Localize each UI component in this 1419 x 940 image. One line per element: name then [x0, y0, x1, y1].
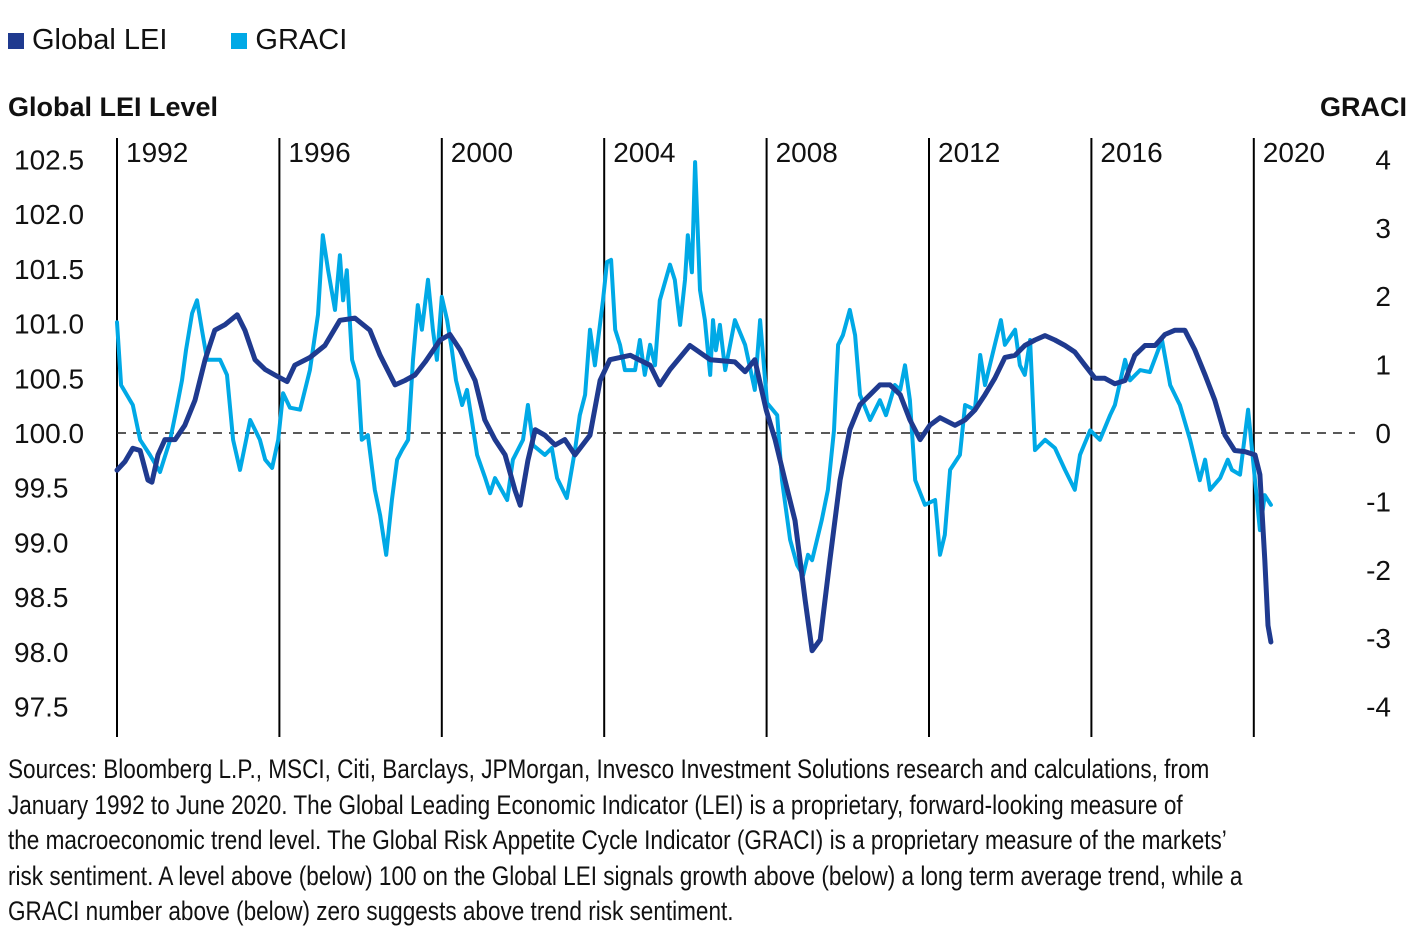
- legend-swatch-graci: [231, 32, 248, 49]
- footnote-line: Sources: Bloomberg L.P., MSCI, Citi, Bar…: [8, 754, 1210, 784]
- year-marker-label: 2016: [1100, 137, 1162, 168]
- left-tick-label: 101.5: [14, 254, 84, 285]
- left-tick-label: 99.5: [14, 473, 69, 504]
- legend-item-graci: GRACI: [231, 24, 347, 57]
- series-line-global-lei: [114, 312, 1274, 654]
- left-tick-label: 100.0: [14, 418, 84, 449]
- year-marker-label: 1996: [288, 137, 350, 168]
- footnote-line: January 1992 to June 2020. The Global Le…: [8, 789, 1183, 820]
- right-tick-label: 0: [1375, 418, 1391, 449]
- chart-legend: Global LEI GRACI: [8, 24, 347, 57]
- left-tick-label: 101.0: [14, 309, 84, 340]
- legend-label: Global LEI: [32, 24, 168, 56]
- left-tick-label: 102.5: [14, 145, 84, 176]
- right-axis-title: GRACI: [1320, 92, 1407, 122]
- footnote-line: the macroeconomic trend level. The Globa…: [8, 825, 1227, 855]
- legend-swatch-lei: [8, 32, 24, 49]
- legend-item-global-lei: Global LEI: [8, 24, 167, 57]
- left-tick-label: 102.0: [14, 199, 84, 230]
- left-tick-label: 100.5: [14, 363, 84, 394]
- right-tick-label: 3: [1375, 213, 1391, 244]
- right-tick-label: 4: [1375, 144, 1391, 175]
- left-axis-title: Global LEI Level: [8, 92, 219, 122]
- right-tick-label: -1: [1366, 486, 1391, 517]
- year-marker-label: 1992: [126, 137, 188, 168]
- left-tick-label: 99.0: [14, 527, 69, 558]
- year-marker-label: 2020: [1263, 137, 1325, 168]
- right-tick-label: -3: [1366, 623, 1391, 654]
- left-tick-label: 98.5: [14, 582, 69, 613]
- footnote: Sources: Bloomberg L.P., MSCI, Citi, Bar…: [8, 752, 1419, 930]
- year-marker-label: 2008: [776, 137, 838, 168]
- footnote-line: GRACI number above (below) zero suggests…: [8, 896, 734, 926]
- year-marker-label: 2000: [451, 137, 513, 168]
- chart-plot: 1992 1996 2000 2004 2008 2012 2016 2020102.5102…: [14, 137, 1391, 737]
- series-line-graci: [115, 160, 1273, 578]
- right-tick-label: 1: [1375, 350, 1391, 381]
- left-tick-label: 98.0: [14, 637, 69, 668]
- right-tick-label: 2: [1375, 281, 1391, 312]
- footnote-line: risk sentiment. A level above (below) 10…: [8, 860, 1243, 891]
- right-tick-label: -2: [1366, 555, 1391, 586]
- right-tick-label: -4: [1366, 692, 1391, 723]
- year-marker-label: 2004: [613, 137, 675, 168]
- year-marker-label: 2012: [938, 137, 1000, 168]
- left-tick-label: 97.5: [14, 692, 69, 723]
- legend-label: GRACI: [255, 24, 348, 56]
